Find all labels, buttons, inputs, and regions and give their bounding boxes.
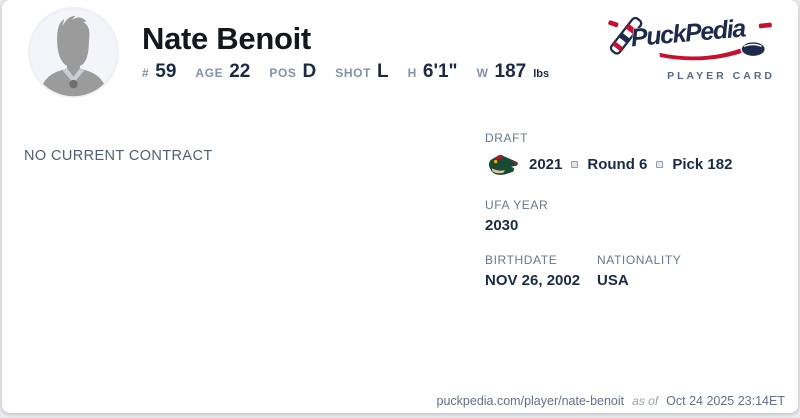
stat-label: # xyxy=(142,66,150,81)
stat-value: 59 xyxy=(155,61,177,83)
stat-value: 6'1" xyxy=(422,61,458,83)
separator-icon xyxy=(571,161,579,168)
minnesota-wild-logo-icon xyxy=(488,154,518,175)
footer: puckpedia.com/player/nate-benoit as of O… xyxy=(437,394,785,408)
stat-value: 22 xyxy=(229,61,251,83)
birthdate-label: BIRTHDATE xyxy=(485,253,558,267)
stat-label: H xyxy=(407,66,417,81)
as-of-label: as of xyxy=(632,394,659,408)
contract-status: NO CURRENT CONTRACT xyxy=(24,148,213,164)
ufa-label: UFA YEAR xyxy=(485,198,549,212)
stat-height: H 6'1" xyxy=(408,61,458,83)
separator-icon xyxy=(656,161,664,168)
stat-label: SHOT xyxy=(335,66,371,81)
stat-age: AGE 22 xyxy=(195,61,250,83)
stat-value: 187 xyxy=(494,61,527,83)
stat-jersey-number: # 59 xyxy=(142,61,176,83)
birthdate-section: BIRTHDATE NOV 26, 2002 xyxy=(485,253,597,289)
ufa-section: UFA YEAR 2030 xyxy=(485,198,785,234)
stat-value: L xyxy=(377,61,389,83)
player-page-link[interactable]: puckpedia.com/player/nate-benoit xyxy=(436,394,625,408)
draft-round: Round 6 xyxy=(587,156,648,173)
puckpedia-wordmark: PuckPedia xyxy=(630,14,748,52)
details-column: DRAFT 2021 Round 6 Pick 182 UFA YEAR 203… xyxy=(485,131,785,289)
avatar-placeholder-icon xyxy=(27,6,120,99)
player-name: Nate Benoit xyxy=(142,21,311,56)
brand-tagline: PLAYER CARD xyxy=(667,70,775,82)
player-header: Nate Benoit # 59 AGE 22 POS D SHOT L H 6… xyxy=(142,21,549,83)
nationality-label: NATIONALITY xyxy=(597,253,682,267)
brand-block: PuckPedia PLAYER CARD xyxy=(600,12,775,82)
stat-value: D xyxy=(302,61,317,83)
draft-label: DRAFT xyxy=(485,131,528,145)
stat-label: AGE xyxy=(195,66,224,81)
stat-label: W xyxy=(476,66,489,81)
stat-shot: SHOT L xyxy=(335,61,388,83)
draft-pick: Pick 182 xyxy=(672,156,733,173)
stat-weight-unit: lbs xyxy=(533,68,550,81)
nationality-value: USA xyxy=(597,272,629,289)
stat-weight: W 187 lbs xyxy=(477,61,550,83)
stat-label: POS xyxy=(269,66,297,81)
avatar xyxy=(27,6,120,99)
draft-year: 2021 xyxy=(529,156,563,173)
timestamp: Oct 24 2025 23:14ET xyxy=(666,394,785,408)
birthdate-value: NOV 26, 2002 xyxy=(485,272,581,289)
draft-section: DRAFT 2021 Round 6 Pick 182 xyxy=(485,131,785,177)
stat-position: POS D xyxy=(269,61,316,83)
draft-row: 2021 Round 6 Pick 182 xyxy=(485,152,785,177)
birth-nationality-row: BIRTHDATE NOV 26, 2002 NATIONALITY USA xyxy=(485,253,681,289)
player-stats-row: # 59 AGE 22 POS D SHOT L H 6'1" W 187 xyxy=(142,61,549,83)
puckpedia-logo-icon: PuckPedia xyxy=(608,14,772,62)
nationality-section: NATIONALITY USA xyxy=(597,253,681,289)
ufa-value: 2030 xyxy=(485,217,519,234)
